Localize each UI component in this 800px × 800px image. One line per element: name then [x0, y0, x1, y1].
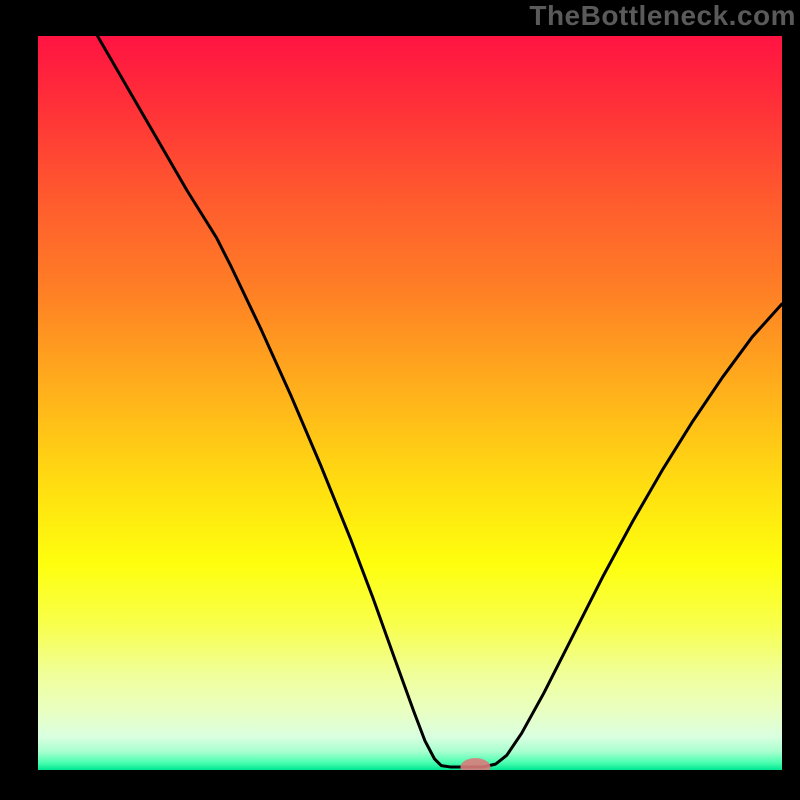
chart-canvas [0, 0, 800, 800]
bottleneck-chart: TheBottleneck.com [0, 0, 800, 800]
chart-background-gradient [38, 36, 782, 770]
watermark-text: TheBottleneck.com [529, 0, 796, 32]
